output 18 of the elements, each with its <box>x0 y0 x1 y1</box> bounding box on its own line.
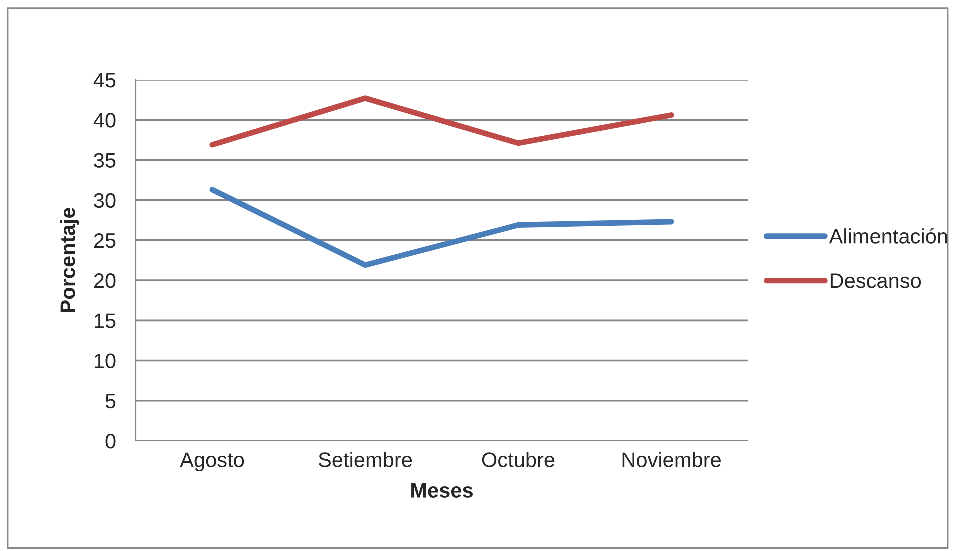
legend-label: Descanso <box>830 274 922 288</box>
y-tick-label: 5 <box>106 394 116 409</box>
y-tick-label: 0 <box>106 434 116 449</box>
legend-label: Alimentación <box>829 228 948 244</box>
y-tick-label: 20 <box>94 274 116 288</box>
x-axis-title: Meses <box>412 483 473 498</box>
x-tick-label: Noviembre <box>622 452 721 468</box>
x-tick-label: Octubre <box>482 452 555 468</box>
y-tick-label: 35 <box>94 153 116 168</box>
y-axis-title: Porcentaje <box>60 208 80 312</box>
x-tick-label: Agosto <box>180 452 244 472</box>
y-tick-label: 25 <box>94 233 116 248</box>
y-tick-label: 30 <box>94 193 116 208</box>
x-tick-label: Setiembre <box>318 452 412 468</box>
y-tick-label: 10 <box>94 354 116 369</box>
y-tick-label: 45 <box>94 73 116 88</box>
y-tick-label: 15 <box>94 314 116 328</box>
y-tick-label: 40 <box>94 113 116 128</box>
